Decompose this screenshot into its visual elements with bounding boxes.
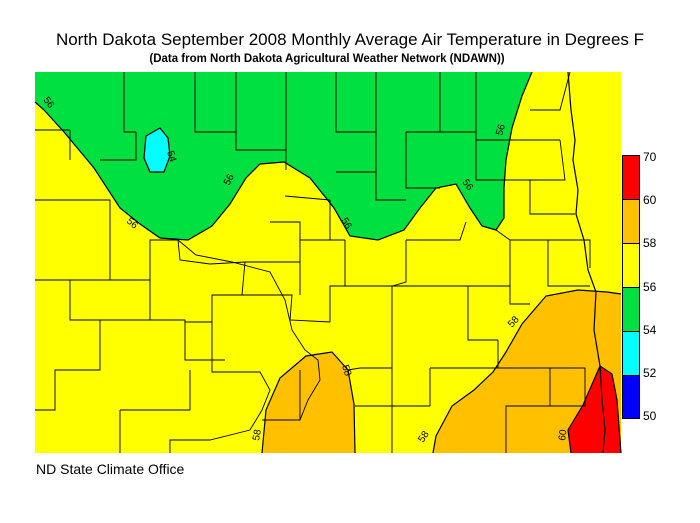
contour-label: 56 <box>494 123 508 137</box>
contour-label: 60 <box>557 428 570 441</box>
legend-band-58-60 <box>622 199 640 243</box>
legend-band-56-58 <box>622 243 640 287</box>
legend-label: 50 <box>643 409 657 423</box>
legend-label: 70 <box>643 150 657 164</box>
legend-label: 60 <box>643 193 657 207</box>
footer-credit: ND State Climate Office <box>36 461 185 477</box>
legend-label: 54 <box>643 323 657 337</box>
contour-label: 56 <box>222 172 237 187</box>
legend-band-52-54 <box>622 331 640 375</box>
legend-band-50-52 <box>622 375 640 419</box>
contour-label: 56 <box>338 216 353 232</box>
orange-zone-south <box>262 352 355 453</box>
map-title: North Dakota September 2008 Monthly Aver… <box>55 30 645 49</box>
map-subtitle: (Data from North Dakota Agricultural Wea… <box>149 53 505 65</box>
east-boundary <box>567 71 606 454</box>
cyan-zone <box>144 128 170 172</box>
red-zone <box>568 366 621 453</box>
contour-label: 58 <box>251 428 264 441</box>
legend-band-54-56 <box>622 287 640 331</box>
green-zone <box>35 72 532 240</box>
legend-label: 56 <box>643 280 657 294</box>
orange-zone-east <box>433 290 621 453</box>
legend-label: 58 <box>643 236 657 250</box>
missouri-river <box>177 239 321 421</box>
legend-colorbar <box>622 155 640 419</box>
legend-label: 52 <box>643 366 657 380</box>
legend-band-60-70 <box>622 155 640 199</box>
contour-label: 54 <box>164 150 178 164</box>
contour-label: 58 <box>339 364 353 378</box>
